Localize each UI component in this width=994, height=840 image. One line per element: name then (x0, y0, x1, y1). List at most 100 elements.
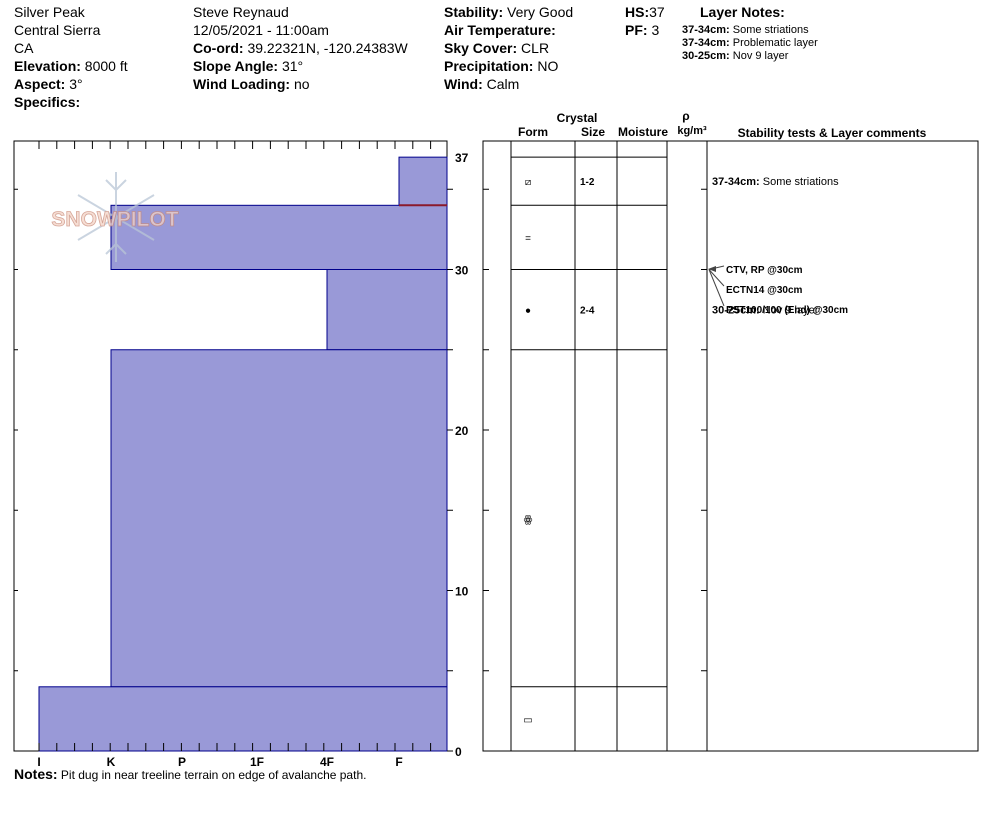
observation-datetime: 12/05/2021 - 11:00am (193, 22, 329, 38)
hardness-bar (38, 686, 448, 752)
header-col-conditions: Stability: Very Good Air Temperature: Sk… (444, 3, 573, 93)
aspect-row: Aspect: 3° (14, 75, 128, 93)
layer-table-cells: ⧄ 1-2 = ● 2-4 ꙮ ▭ (523, 177, 595, 726)
stability-row: Stability: Very Good (444, 3, 573, 21)
sky-value: CLR (521, 40, 550, 56)
layer-table-rows (511, 156, 667, 688)
hardness-tick-label: F (395, 755, 402, 769)
notes-row: Notes: Pit dug in near treeline terrain … (14, 766, 366, 783)
depth-tick-label: 20 (455, 424, 469, 438)
col-crystal-header: Crystal (557, 111, 598, 125)
specifics-row: Specifics: (14, 93, 128, 111)
crystal-size: 2-4 (580, 306, 595, 317)
hardness-tick-label: 4F (320, 755, 334, 769)
elevation-label: Elevation: (14, 58, 81, 74)
stability-label: Stability: (444, 4, 504, 20)
precip-label: Precipitation: (444, 58, 534, 74)
depth-tick-label: 30 (455, 264, 469, 278)
hardness-tick-label: I (37, 755, 40, 769)
layer-notes-title: Layer Notes: (700, 3, 785, 21)
hardness-tick-label: K (107, 755, 116, 769)
wind-loading-row: Wind Loading: no (193, 75, 408, 93)
crystal-form-melt-cluster-icon: ꙮ (524, 514, 533, 525)
hardness-bars (38, 156, 448, 752)
layer-note-text: Nov 9 layer (732, 50, 789, 62)
layer-note-text: Problematic layer (732, 37, 818, 49)
hardness-bar (398, 156, 448, 206)
state-name: CA (14, 40, 34, 56)
stability-comments: 37-34cm: Some striations 30-25cm: Nov 9 l… (708, 176, 848, 317)
wind-value: Calm (486, 76, 520, 92)
header-col-depth: HS:37 PF: 3 (625, 3, 665, 39)
layer-comment-text: Some striations (760, 176, 839, 188)
location-name: Silver Peak (14, 4, 85, 20)
hardness-plot: I K P 1F 4F F 0 10 20 30 37 (13, 140, 469, 769)
range-name: Central Sierra (14, 22, 101, 38)
layer-comment: 30-25cm: Nov 9 layer (712, 305, 819, 317)
layer-comment: 37-34cm: Some striations (712, 176, 839, 188)
header-col-observer: Steve Reynaud 12/05/2021 - 11:00am Co-or… (193, 3, 408, 93)
precip-row: Precipitation: NO (444, 57, 573, 75)
hardness-bar (110, 204, 448, 270)
pf-value: 3 (651, 22, 660, 38)
notes-text: Pit dug in near treeline terrain on edge… (60, 768, 367, 782)
wind-row: Wind: Calm (444, 75, 573, 93)
layer-table-ticks (483, 188, 707, 752)
col-rho-header: ρ (682, 109, 689, 123)
crystal-form-ice-icon: ▭ (523, 715, 532, 726)
layer-table: Crystal Form Size Moisture ρ kg/m³ Stabi… (482, 109, 979, 752)
notes-label: Notes: (14, 766, 58, 782)
hardness-tick-label: 1F (250, 755, 264, 769)
elevation-value: 8000 ft (84, 58, 128, 74)
hs-value: 37 (649, 4, 665, 20)
hs-label: HS: (625, 4, 650, 20)
col-moisture-header: Moisture (618, 125, 668, 139)
layer-note-range: 30-25cm: (682, 50, 730, 62)
layer-comment-text: Nov 9 layer (760, 305, 819, 317)
depth-axis: 0 10 20 30 37 (14, 151, 469, 759)
air-temp-row: Air Temperature: (444, 21, 573, 39)
aspect-value: 3° (69, 76, 83, 92)
layer-comment-range: 30-25cm: (712, 305, 760, 317)
layer-note: 37-34cm: Problematic layer (682, 37, 818, 50)
slope-row: Slope Angle: 31° (193, 57, 408, 75)
depth-tick-label: 37 (455, 151, 469, 165)
stability-test-pointer (708, 269, 725, 307)
specifics-label: Specifics: (14, 94, 81, 110)
snowpilot-logo: SNOWPILOT (51, 172, 179, 262)
layer-note: 37-34cm: Some striations (682, 24, 818, 37)
layer-note-range: 37-34cm: (682, 37, 730, 49)
col-size-header: Size (581, 125, 605, 139)
hardness-tick-label: P (178, 755, 186, 769)
stability-value: Very Good (507, 4, 574, 20)
wind-label: Wind: (444, 76, 483, 92)
stability-test-label: PST100/100 (End) @30cm (726, 305, 848, 316)
coord-row: Co-ord: 39.22321N, -120.24383W (193, 39, 408, 57)
snowflake-icon (77, 172, 155, 262)
air-temp-label: Air Temperature: (444, 22, 556, 38)
stability-test-label: ECTN14 @30cm (726, 285, 803, 296)
layer-comment-range: 37-34cm: (712, 176, 760, 188)
pf-label: PF: (625, 22, 648, 38)
hardness-ticks: I K P 1F 4F F (37, 141, 432, 769)
pf-row: PF: 3 (625, 21, 665, 39)
col-comments-header: Stability tests & Layer comments (738, 126, 927, 140)
depth-tick-label: 0 (455, 745, 462, 759)
hardness-bar (110, 349, 448, 688)
layer-notes-title-text: Layer Notes: (700, 4, 785, 20)
stability-test-pointer (708, 269, 725, 287)
layer-note-text: Some striations (732, 24, 809, 36)
header-col-site: Silver Peak Central Sierra CA Elevation:… (14, 3, 128, 111)
elevation-row: Elevation: 8000 ft (14, 57, 128, 75)
hs-row: HS:37 (625, 3, 665, 21)
hardness-bar (326, 269, 448, 351)
layer-table-frame (482, 140, 979, 752)
aspect-label: Aspect: (14, 76, 66, 92)
coord-label: Co-ord: (193, 40, 244, 56)
slope-value: 31° (281, 58, 304, 74)
depth-tick-label: 10 (455, 585, 469, 599)
col-form-header: Form (518, 125, 548, 139)
crystal-form-faceted-rounded-icon: ⧄ (525, 177, 531, 188)
coord-value: 39.22321N, -120.24383W (247, 40, 408, 56)
